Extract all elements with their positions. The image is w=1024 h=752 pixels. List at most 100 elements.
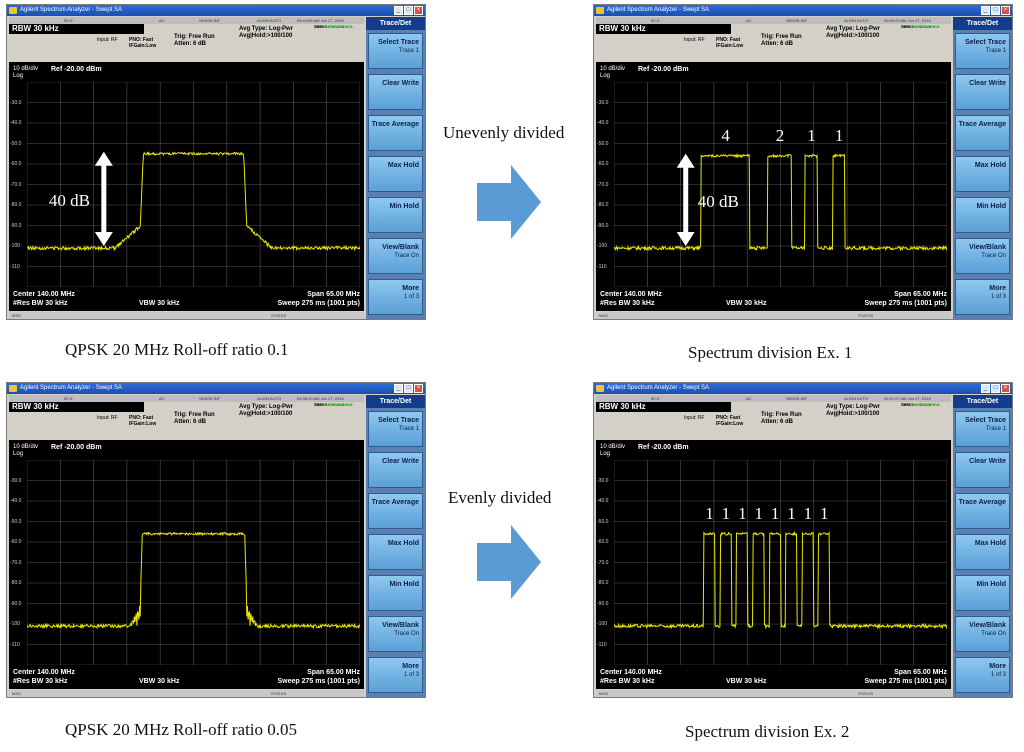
softkey-view-blank[interactable]: View/Blank Trace On [955,238,1010,274]
y-tick-label: -60.0 [597,539,609,545]
softkey-label: View/Blank [382,622,419,629]
softkey-panel: Trace/Det Select Trace Trace 1 Clear Write… [366,395,425,697]
close-icon[interactable]: × [414,384,423,393]
segment-count-label: 1 [721,503,731,523]
avg-hold: Avg|Hold:>100/100 [826,33,880,39]
y-tick-label: -100 [10,243,21,249]
softkey-clear-write[interactable]: Clear Write [368,74,423,110]
y-tick-label: -110 [597,641,607,648]
dynamic-range-label: 40 dB [697,191,739,211]
softkey-trace-average[interactable]: Trace Average [955,115,1010,151]
softkey-more[interactable]: More 1 of 3 [955,657,1010,693]
maximize-icon[interactable]: □ [991,384,1000,393]
spectrum-analyzer-window: Agilent Spectrum Analyzer - Swept SA _ □ ×… [593,382,1013,698]
close-icon[interactable]: × [1001,6,1010,15]
softkey-clear-write[interactable]: Clear Write [955,74,1010,110]
softkey-select-trace[interactable]: Select Trace Trace 1 [955,33,1010,69]
softkey-max-hold[interactable]: Max Hold [955,534,1010,570]
softkey-max-hold[interactable]: Max Hold [955,156,1010,192]
avg-hold: Avg|Hold:>100/100 [239,411,293,417]
softkey-label: Select Trace [965,417,1006,424]
spectrum-plot [614,82,947,287]
softkey-sublabel: 1 of 3 [990,294,1006,300]
minimize-icon[interactable]: _ [394,384,403,393]
softkey-label: Max Hold [387,540,419,547]
avg-hold: Avg|Hold:>100/100 [239,33,293,39]
softkey-more[interactable]: More 1 of 3 [368,279,423,315]
softkey-label: Min Hold [389,581,419,588]
softkey-sublabel: Trace 1 [398,426,419,432]
rbw-readout: RBW 30 kHz [596,402,731,412]
maximize-icon[interactable]: □ [404,6,413,15]
softkey-select-trace[interactable]: Select Trace Trace 1 [368,411,423,447]
scale-label: 10 dB/div [600,444,626,450]
minimize-icon[interactable]: _ [981,6,990,15]
segment-count-label: 1 [807,125,816,145]
title-bar: Agilent Spectrum Analyzer - Swept SA _ □ × [594,5,1012,16]
title-bar: Agilent Spectrum Analyzer - Swept SA _ □ × [7,5,425,16]
ref-level: Ref -20.00 dBm [638,444,689,451]
trace-indicator: TRACE 1 2 3 4 5 6 TYPE M WWWWW DET P NNN… [314,24,354,29]
atten-label: Atten: 6 dB [174,41,206,47]
ifgain-label: IFGain:Low [716,43,744,49]
softkey-trace-average[interactable]: Trace Average [368,115,423,151]
app-logo-icon [9,385,17,392]
softkey-trace-average[interactable]: Trace Average [368,493,423,529]
softkey-label: Max Hold [974,540,1006,547]
maximize-icon[interactable]: □ [404,384,413,393]
softkey-label: Min Hold [976,203,1006,210]
minimize-icon[interactable]: _ [394,6,403,15]
softkey-select-trace[interactable]: Select Trace Trace 1 [368,33,423,69]
dynamic-range-label: 40 dB [48,190,90,210]
softkey-sublabel: Trace On [394,253,419,259]
impedance: 50 Ω [651,18,660,23]
trace-line [27,531,360,630]
atten-label: Atten: 6 dB [174,419,206,425]
input-label: Input: RF [97,37,118,43]
spectrum-analyzer-window: Agilent Spectrum Analyzer - Swept SA _ □ ×… [6,382,426,698]
softkey-label: More [989,285,1006,292]
status-strip: 50 Ω AC SENSE:INT ALIGN AUTO 09:37:27 AM… [596,395,951,402]
softkey-clear-write[interactable]: Clear Write [955,452,1010,488]
maximize-icon[interactable]: □ [991,6,1000,15]
trace-line [27,150,360,252]
window-title: Agilent Spectrum Analyzer - Swept SA [607,385,710,391]
y-tick-label: -60.0 [10,539,22,545]
close-icon[interactable]: × [414,6,423,15]
softkey-min-hold[interactable]: Min Hold [368,197,423,233]
softkey-min-hold[interactable]: Min Hold [368,575,423,611]
softkey-clear-write[interactable]: Clear Write [368,452,423,488]
ifgain-label: IFGain:Low [129,421,157,427]
app-logo-icon [596,7,604,14]
segment-count-label: 4 [721,125,730,145]
settings-header: Input: RF PNO: Fast IFGain:Low Trig: Fre… [596,402,951,440]
minimize-icon[interactable]: _ [981,384,990,393]
softkey-select-trace[interactable]: Select Trace Trace 1 [955,411,1010,447]
center-freq: Center 140.00 MHz [600,669,662,676]
log-label: Log [13,451,24,457]
y-tick-label: -80.0 [597,580,609,586]
y-tick-label: -80.0 [10,580,22,586]
msg-label: MSG [599,691,609,696]
softkey-view-blank[interactable]: View/Blank Trace On [368,238,423,274]
softkey-trace-average[interactable]: Trace Average [955,493,1010,529]
sense: SENSE:INT [786,18,808,23]
center-freq: Center 140.00 MHz [13,669,75,676]
y-tick-label: -40.0 [597,498,609,504]
center-freq: Center 140.00 MHz [13,291,75,298]
y-tick-label: -90.0 [597,222,609,229]
softkey-more[interactable]: More 1 of 3 [955,279,1010,315]
softkey-menu-title: Trace/Det [366,17,425,30]
impedance: 50 Ω [651,396,660,401]
softkey-min-hold[interactable]: Min Hold [955,197,1010,233]
segment-count-label: 1 [754,503,763,523]
softkey-max-hold[interactable]: Max Hold [368,156,423,192]
app-logo-icon [596,385,604,392]
softkey-min-hold[interactable]: Min Hold [955,575,1010,611]
softkey-more[interactable]: More 1 of 3 [368,657,423,693]
spectrum-analyzer-window: Agilent Spectrum Analyzer - Swept SA _ □ ×… [6,4,426,320]
close-icon[interactable]: × [1001,384,1010,393]
softkey-view-blank[interactable]: View/Blank Trace On [368,616,423,652]
softkey-view-blank[interactable]: View/Blank Trace On [955,616,1010,652]
softkey-max-hold[interactable]: Max Hold [368,534,423,570]
